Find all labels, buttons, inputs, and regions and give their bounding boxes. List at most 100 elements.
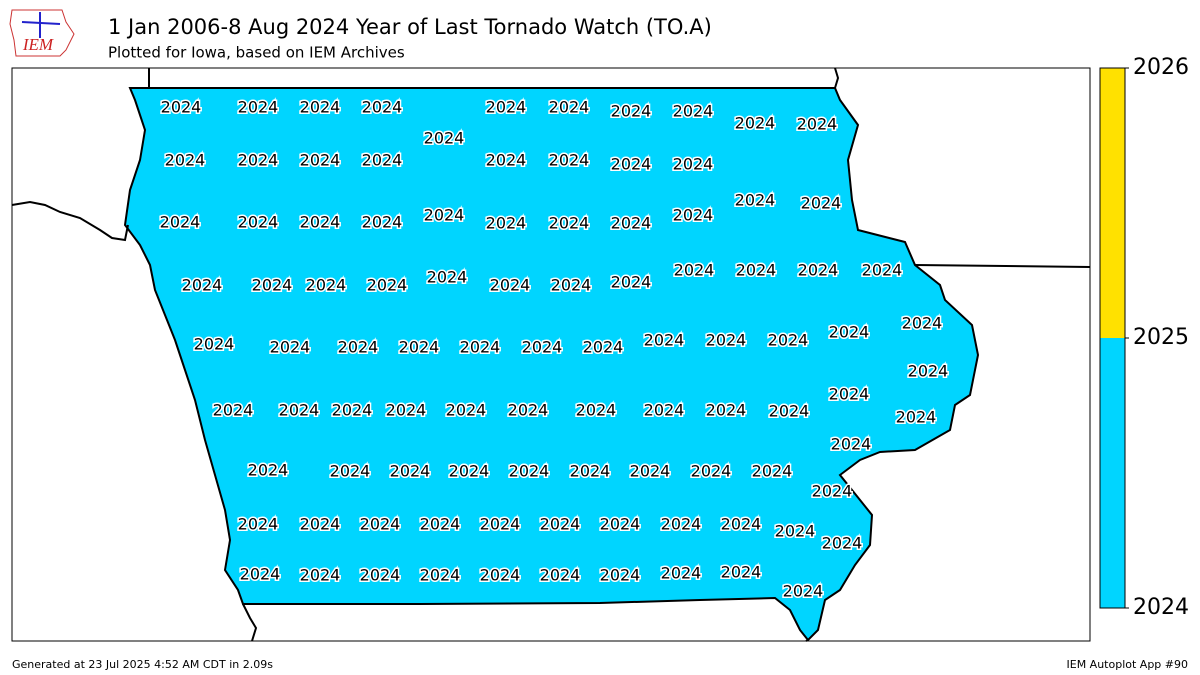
county-label: 2024 xyxy=(362,151,403,170)
county-label: 2024 xyxy=(460,338,501,357)
colorbar-segment xyxy=(1100,68,1125,338)
county-label: 2024 xyxy=(908,362,949,381)
county-label: 2024 xyxy=(611,214,652,233)
county-label: 2024 xyxy=(661,515,702,534)
county-label: 2024 xyxy=(522,338,563,357)
county-label: 2024 xyxy=(360,515,401,534)
county-label: 2024 xyxy=(611,155,652,174)
county-label: 2024 xyxy=(862,261,903,280)
county-label: 2024 xyxy=(367,276,408,295)
county-label: 2024 xyxy=(182,276,223,295)
county-label: 2024 xyxy=(480,515,521,534)
county-label: 2024 xyxy=(752,462,793,481)
county-label: 2024 xyxy=(300,213,341,232)
county-label: 2024 xyxy=(661,564,702,583)
title: 1 Jan 2006-8 Aug 2024 Year of Last Torna… xyxy=(108,15,712,39)
county-label: 2024 xyxy=(570,462,611,481)
county-label: 2024 xyxy=(362,213,403,232)
county-label: 2024 xyxy=(194,335,235,354)
county-label: 2024 xyxy=(165,151,206,170)
county-label: 2024 xyxy=(600,566,641,585)
county-label: 2024 xyxy=(735,114,776,133)
county-label: 2024 xyxy=(600,515,641,534)
county-label: 2024 xyxy=(490,276,531,295)
county-label: 2024 xyxy=(673,155,714,174)
county-label: 2024 xyxy=(449,462,490,481)
county-label: 2024 xyxy=(768,331,809,350)
county-label: 2024 xyxy=(801,194,842,213)
colorbar-tick-label: 2024 xyxy=(1133,595,1189,620)
county-label: 2024 xyxy=(238,151,279,170)
county-label: 2024 xyxy=(549,151,590,170)
county-label: 2024 xyxy=(769,402,810,421)
county-label: 2024 xyxy=(360,566,401,585)
iowa xyxy=(123,87,980,642)
county-label: 2024 xyxy=(300,98,341,117)
county-label: 2024 xyxy=(822,534,863,553)
county-label: 2024 xyxy=(611,273,652,292)
county-label: 2024 xyxy=(674,261,715,280)
colorbar-tick-label: 2025 xyxy=(1133,325,1189,350)
state-borders xyxy=(11,67,1091,642)
map: 2024 2024 2024 2024 2024 2024 2024 2024 2024 2024… xyxy=(11,67,1091,642)
county-label: 2024 xyxy=(420,566,461,585)
county-label: 2024 xyxy=(300,566,341,585)
county-label: 2024 xyxy=(486,98,527,117)
county-label: 2024 xyxy=(706,401,747,420)
colorbar: 2024 2025 2026 xyxy=(1099,55,1189,620)
county-label: 2024 xyxy=(549,98,590,117)
subtitle: Plotted for Iowa, based on IEM Archives xyxy=(108,44,405,62)
county-label: 2024 xyxy=(775,522,816,541)
colorbar-segment xyxy=(1100,338,1125,608)
county-label: 2024 xyxy=(721,563,762,582)
county-label: 2024 xyxy=(644,401,685,420)
county-label: 2024 xyxy=(735,191,776,210)
county-label: 2024 xyxy=(446,401,487,420)
county-label: 2024 xyxy=(540,515,581,534)
county-label: 2024 xyxy=(427,268,468,287)
county-label: 2024 xyxy=(161,98,202,117)
county-label: 2024 xyxy=(362,98,403,117)
county-label: 2024 xyxy=(238,213,279,232)
county-label: 2024 xyxy=(160,213,201,232)
county-label: 2024 xyxy=(213,401,254,420)
county-label: 2024 xyxy=(797,115,838,134)
county-label: 2024 xyxy=(332,401,373,420)
county-label: 2024 xyxy=(673,206,714,225)
county-label: 2024 xyxy=(549,214,590,233)
county-label: 2024 xyxy=(508,401,549,420)
county-label: 2024 xyxy=(238,515,279,534)
county-label: 2024 xyxy=(783,582,824,601)
county-label: 2024 xyxy=(736,261,777,280)
county-label: 2024 xyxy=(902,314,943,333)
county-label: 2024 xyxy=(706,331,747,350)
county-label: 2024 xyxy=(248,461,289,480)
footer-left: Generated at 23 Jul 2025 4:52 AM CDT in … xyxy=(12,658,273,671)
county-label: 2024 xyxy=(252,276,293,295)
county-label: 2024 xyxy=(812,482,853,501)
county-label: 2024 xyxy=(540,566,581,585)
county-label: 2024 xyxy=(798,261,839,280)
county-label: 2024 xyxy=(300,515,341,534)
county-label: 2024 xyxy=(829,385,870,404)
county-label: 2024 xyxy=(306,276,347,295)
county-label: 2024 xyxy=(240,565,281,584)
county-label: 2024 xyxy=(386,401,427,420)
county-label: 2024 xyxy=(509,462,550,481)
county-label: 2024 xyxy=(630,462,671,481)
county-label: 2024 xyxy=(831,435,872,454)
footer-right: IEM Autoplot App #90 xyxy=(1067,658,1189,671)
county-label: 2024 xyxy=(399,338,440,357)
county-label: 2024 xyxy=(583,338,624,357)
county-label: 2024 xyxy=(424,129,465,148)
county-label: 2024 xyxy=(480,566,521,585)
county-label: 2024 xyxy=(673,102,714,121)
county-label: 2024 xyxy=(721,515,762,534)
county-label: 2024 xyxy=(896,408,937,427)
county-label: 2024 xyxy=(279,401,320,420)
county-label: 2024 xyxy=(486,151,527,170)
county-label: 2024 xyxy=(691,462,732,481)
county-label: 2024 xyxy=(420,515,461,534)
county-label: 2024 xyxy=(238,98,279,117)
